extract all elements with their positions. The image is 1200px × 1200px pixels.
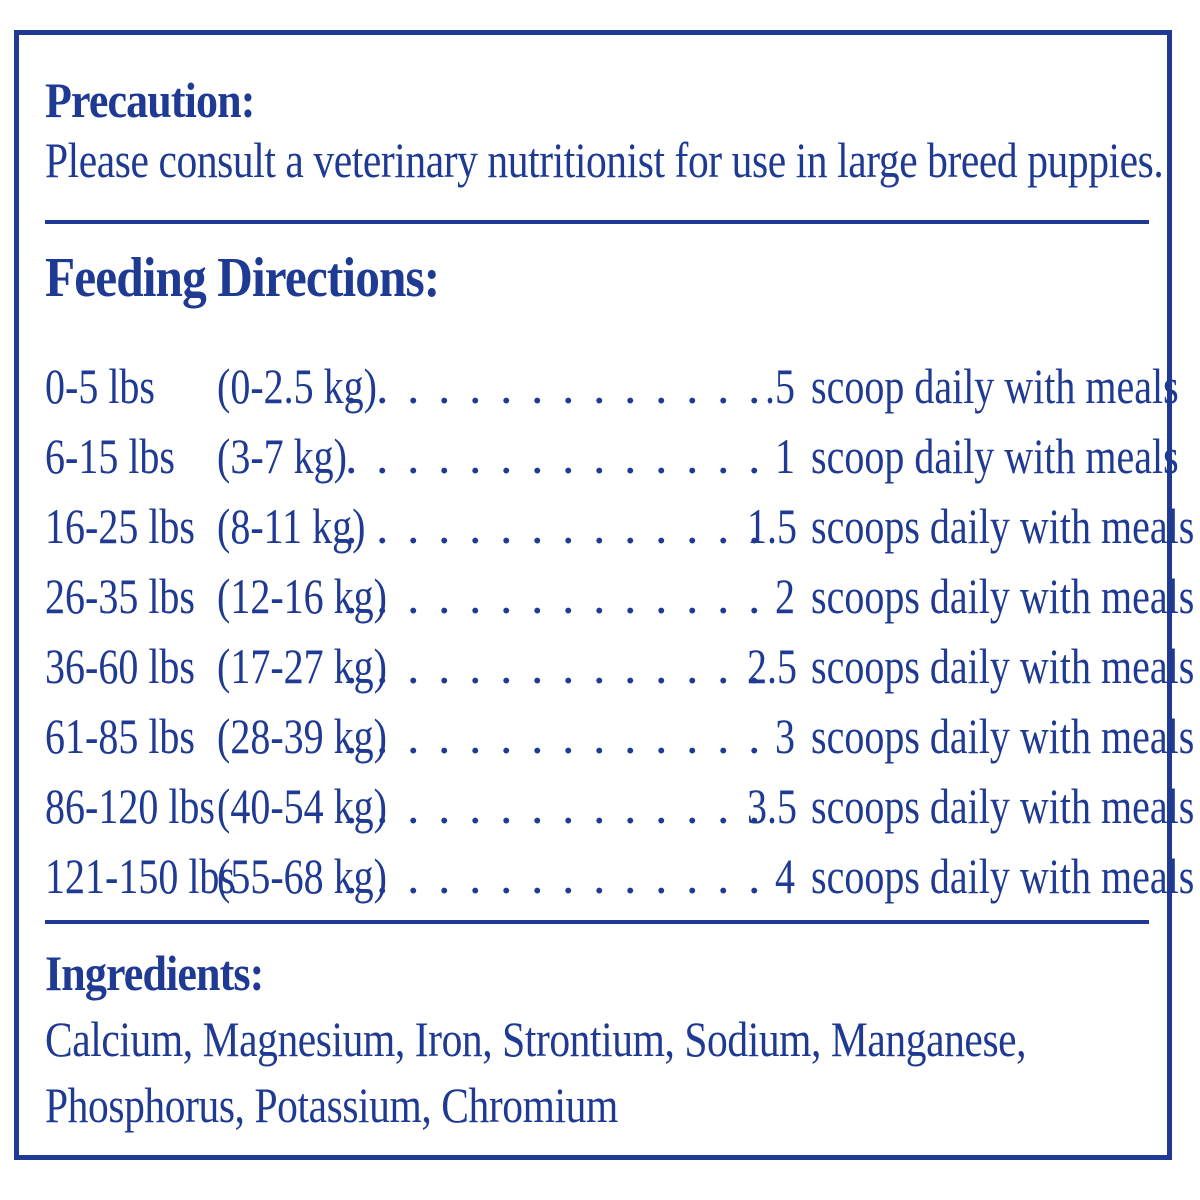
ingredients-heading: Ingredients: bbox=[45, 945, 264, 1001]
weight-kg: (0-2.5 kg) bbox=[217, 358, 377, 414]
scoop-amount: 1 bbox=[775, 428, 795, 484]
weight-lbs: 6-15 lbs bbox=[45, 428, 175, 484]
divider bbox=[45, 220, 1149, 224]
scoop-description: scoops daily with meals bbox=[811, 778, 1195, 834]
scoop-amount: 3 bbox=[775, 708, 795, 764]
precaution-section: Precaution: Please consult a veterinary … bbox=[45, 71, 1164, 191]
scoop-amount: 4 bbox=[775, 848, 795, 904]
scoop-description: scoops daily with meals bbox=[811, 848, 1195, 904]
feeding-row: 0-5 lbs (0-2.5 kg) . . . . . . . . . . .… bbox=[45, 351, 1179, 421]
feeding-row: 86-120 lbs (40-54 kg) . . . . . . . . . … bbox=[45, 771, 1194, 841]
feeding-row: 26-35 lbs (12-16 kg) . . . . . . . . . .… bbox=[45, 561, 1194, 631]
dot-leader: . . . . . . . . . . . . . . . . . . . . … bbox=[345, 848, 765, 904]
dot-leader: . . . . . . . . . . . . . . . . . . . . … bbox=[345, 778, 765, 834]
feeding-row: 36-60 lbs (17-27 kg) . . . . . . . . . .… bbox=[45, 631, 1194, 701]
feeding-table: 0-5 lbs (0-2.5 kg) . . . . . . . . . . .… bbox=[45, 351, 1194, 911]
precaution-text: Please consult a veterinary nutritionist… bbox=[45, 132, 1164, 188]
scoop-amount: 1.5 bbox=[747, 498, 797, 554]
weight-lbs: 121-150 lbs bbox=[45, 848, 235, 904]
scoop-description: scoops daily with meals bbox=[811, 568, 1195, 624]
feeding-directions-section: Feeding Directions: bbox=[45, 240, 1143, 316]
weight-lbs: 61-85 lbs bbox=[45, 708, 195, 764]
label-frame: Precaution: Please consult a veterinary … bbox=[14, 30, 1194, 1160]
dot-leader: . . . . . . . . . . . . . . . . . . . . … bbox=[345, 568, 765, 624]
feeding-row: 61-85 lbs (28-39 kg) . . . . . . . . . .… bbox=[45, 701, 1194, 771]
weight-lbs: 0-5 lbs bbox=[45, 358, 155, 414]
dot-leader: . . . . . . . . . . . . . . . . . . . . … bbox=[345, 428, 765, 484]
weight-kg: (3-7 kg) bbox=[217, 428, 347, 484]
scoop-amount: 3.5 bbox=[747, 778, 797, 834]
divider bbox=[45, 920, 1149, 924]
weight-lbs: 26-35 lbs bbox=[45, 568, 195, 624]
scoop-amount: .5 bbox=[765, 358, 795, 414]
feeding-row: 6-15 lbs (3-7 kg) . . . . . . . . . . . … bbox=[45, 421, 1179, 491]
weight-lbs: 86-120 lbs bbox=[45, 778, 215, 834]
dot-leader: . . . . . . . . . . . . . . . . . . . . … bbox=[345, 638, 765, 694]
precaution-heading: Precaution: bbox=[45, 72, 255, 128]
weight-kg: (12-16 kg) bbox=[217, 568, 387, 624]
weight-kg: (17-27 kg) bbox=[217, 638, 387, 694]
weight-kg: (8-11 kg) bbox=[217, 498, 366, 554]
feeding-row: 16-25 lbs (8-11 kg) . . . . . . . . . . … bbox=[45, 491, 1194, 561]
scoop-description: scoop daily with meals bbox=[811, 358, 1179, 414]
weight-kg: (28-39 kg) bbox=[217, 708, 387, 764]
ingredients-section: Ingredients: Calcium, Magnesium, Iron, S… bbox=[45, 940, 1143, 1138]
dot-leader: . . . . . . . . . . . . . . . . . . . . … bbox=[345, 708, 765, 764]
scoop-description: scoops daily with meals bbox=[811, 708, 1195, 764]
scoop-amount: 2 bbox=[775, 568, 795, 624]
ingredients-text: Calcium, Magnesium, Iron, Strontium, Sod… bbox=[45, 1011, 1027, 1133]
scoop-description: scoops daily with meals bbox=[811, 498, 1195, 554]
weight-lbs: 16-25 lbs bbox=[45, 498, 195, 554]
feeding-row: 121-150 lbs (55-68 kg) . . . . . . . . .… bbox=[45, 841, 1194, 911]
weight-lbs: 36-60 lbs bbox=[45, 638, 195, 694]
weight-kg: (40-54 kg) bbox=[217, 778, 387, 834]
dot-leader: . . . . . . . . . . . . . . . . . . . . … bbox=[345, 358, 765, 414]
weight-kg: (55-68 kg) bbox=[217, 848, 387, 904]
scoop-description: scoop daily with meals bbox=[811, 428, 1179, 484]
dot-leader: . . . . . . . . . . . . . . . . . . . . … bbox=[345, 498, 765, 554]
feeding-heading: Feeding Directions: bbox=[45, 247, 440, 309]
scoop-amount: 2.5 bbox=[747, 638, 797, 694]
scoop-description: scoops daily with meals bbox=[811, 638, 1195, 694]
